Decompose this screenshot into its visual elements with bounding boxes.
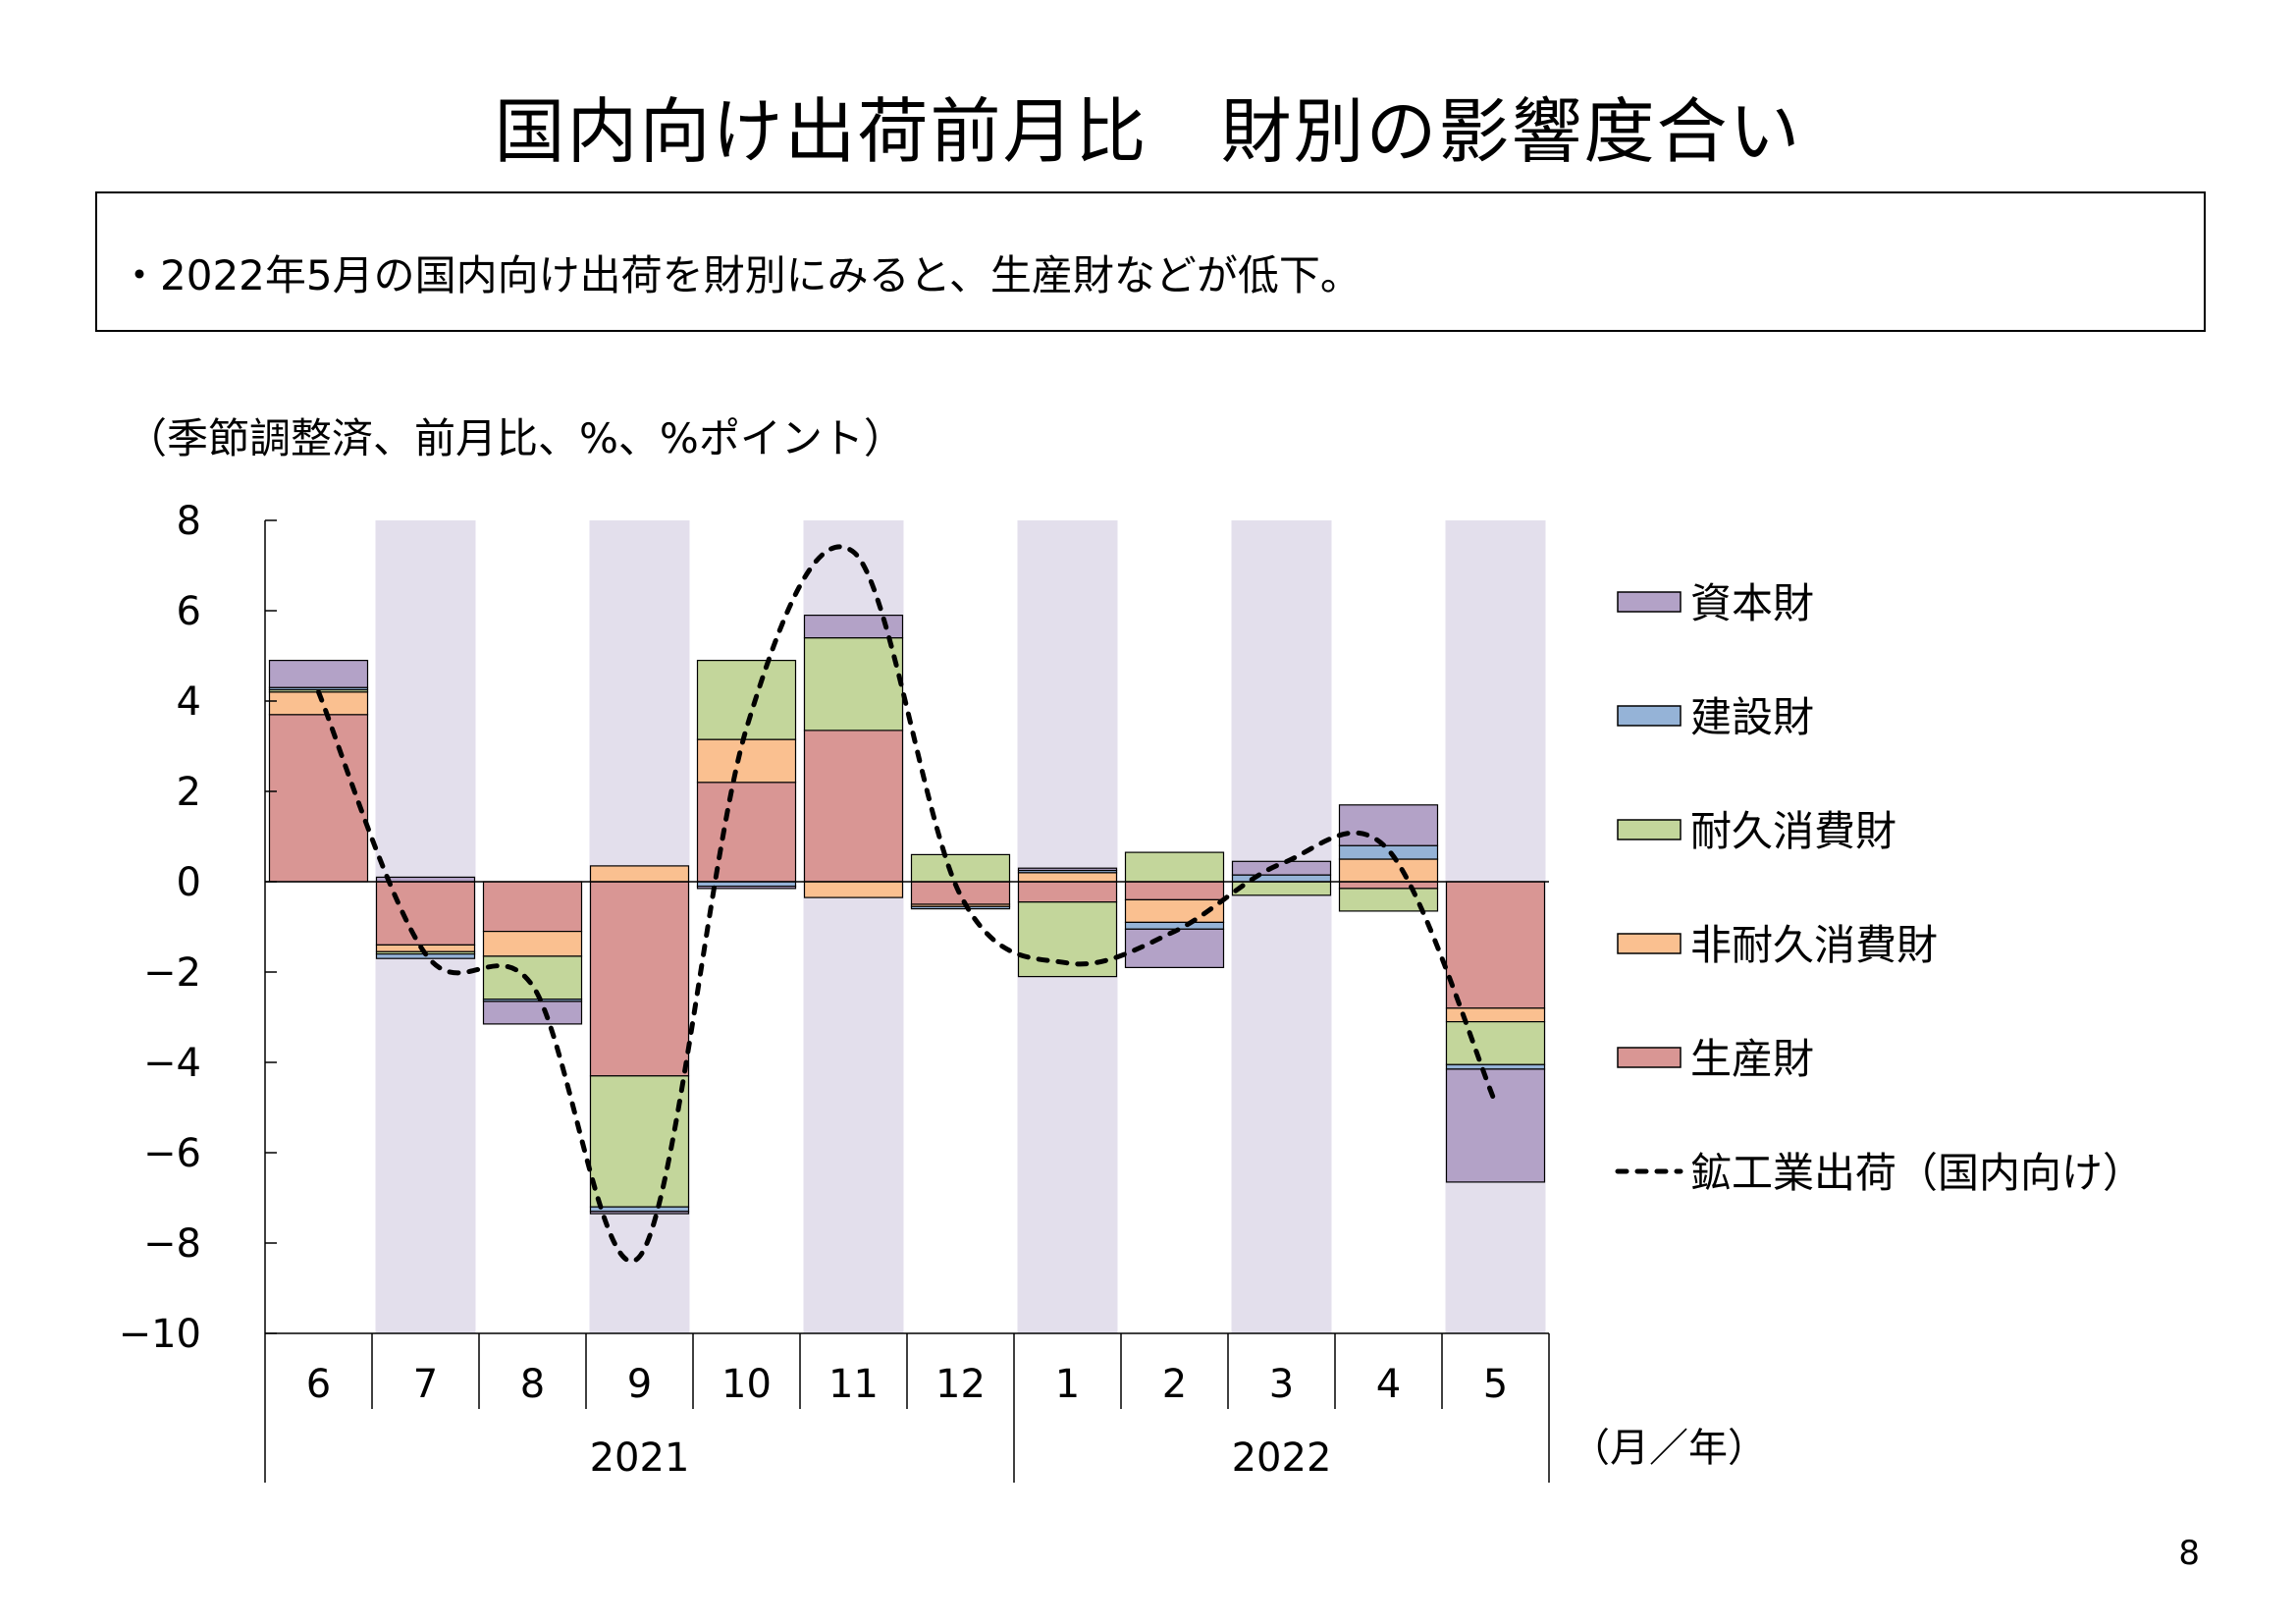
- legend-swatch-2: [1617, 819, 1682, 840]
- shade-band-3: [1231, 520, 1332, 1333]
- x-axis-unit-label: （月／年）: [1571, 1426, 1767, 1471]
- x-tick-label: 2: [1162, 1362, 1187, 1407]
- x-tick-label: 10: [721, 1362, 772, 1407]
- legend-label-3: 非耐久消費財: [1690, 921, 1938, 969]
- y-tick-label: 4: [177, 679, 201, 725]
- page-title: 国内向け出荷前月比 財別の影響度合い: [494, 90, 1802, 173]
- legend-swatch-0: [1617, 591, 1682, 613]
- bar-series3-6: [910, 905, 1011, 910]
- bar-series3-8: [1124, 921, 1225, 930]
- bar-series1-4: [696, 738, 797, 784]
- bar-series3-9: [1231, 874, 1332, 883]
- y-tick-label: −2: [143, 950, 201, 996]
- bar-series1-5: [803, 881, 904, 898]
- bar-series1-2: [482, 930, 583, 957]
- x-tick-label: 8: [520, 1362, 545, 1407]
- bar-series0-2: [482, 881, 583, 933]
- legend-label-4: 生産財: [1690, 1035, 1814, 1083]
- bar-series4-4: [696, 885, 797, 890]
- legend-label-5: 鉱工業出荷（国内向け）: [1690, 1149, 2144, 1197]
- summary-box: ・2022年5月の国内向け出荷を財別にみると、生産財などが低下。: [95, 191, 2206, 332]
- y-tick-label: −6: [143, 1131, 201, 1176]
- bar-series2-2: [482, 955, 583, 1001]
- bar-series4-11: [1445, 1068, 1546, 1183]
- bar-series2-8: [1124, 851, 1225, 883]
- y-tick-label: −4: [143, 1041, 201, 1086]
- y-tick-label: 2: [177, 770, 201, 815]
- legend-label-0: 資本財: [1690, 579, 1814, 627]
- bar-series4-2: [482, 1001, 583, 1025]
- bar-series4-3: [589, 1211, 690, 1215]
- x-tick-label: 5: [1483, 1362, 1508, 1407]
- bar-series0-10: [1338, 881, 1439, 890]
- x-tick-label: 9: [627, 1362, 652, 1407]
- bar-series2-9: [1231, 881, 1332, 896]
- bar-series0-8: [1124, 881, 1225, 900]
- unit-note: （季節調整済、前月比、%、%ポイント）: [126, 414, 905, 462]
- year-label-2021: 2021: [590, 1435, 690, 1481]
- y-tick-label: 8: [177, 499, 201, 544]
- x-tick-label: 12: [935, 1362, 986, 1407]
- bar-series2-11: [1445, 1020, 1546, 1065]
- y-tick-label: −10: [119, 1312, 201, 1357]
- bar-series0-11: [1445, 881, 1546, 1009]
- legend-label-1: 建設財: [1690, 693, 1814, 741]
- bar-series4-10: [1338, 804, 1439, 846]
- line-series-shipments: [316, 544, 1498, 1264]
- bar-series1-7: [1017, 872, 1118, 883]
- y-tick-label: −8: [143, 1221, 201, 1267]
- x-tick-label: 1: [1055, 1362, 1080, 1407]
- bar-series3-11: [1445, 1063, 1546, 1070]
- bar-series1-3: [589, 865, 690, 883]
- y-tick-label: 6: [177, 589, 201, 634]
- summary-text: ・2022年5月の国内向け出荷を財別にみると、生産財などが低下。: [119, 251, 1362, 299]
- bar-series0-1: [375, 881, 476, 947]
- bar-series4-9: [1231, 860, 1332, 876]
- legend-label-2: 耐久消費財: [1690, 807, 1896, 855]
- bar-series0-5: [803, 730, 904, 883]
- bar-series4-0: [268, 659, 369, 688]
- bar-series0-3: [589, 881, 690, 1077]
- page-number: 8: [2178, 1534, 2200, 1573]
- bar-series3-10: [1338, 844, 1439, 860]
- x-tick-label: 4: [1376, 1362, 1401, 1407]
- year-label-2022: 2022: [1232, 1435, 1332, 1481]
- bar-series4-5: [803, 614, 904, 639]
- legend-swatch-4: [1617, 1047, 1682, 1068]
- x-tick-label: 11: [828, 1362, 879, 1407]
- legend-swatch-1: [1617, 705, 1682, 727]
- bar-series3-3: [589, 1206, 690, 1213]
- bar-series0-4: [696, 782, 797, 883]
- bar-series2-5: [803, 636, 904, 731]
- bar-series0-0: [268, 714, 369, 883]
- legend-swatch-3: [1617, 933, 1682, 954]
- bar-series4-7: [1017, 867, 1118, 872]
- x-tick-label: 6: [306, 1362, 331, 1407]
- bar-series0-7: [1017, 881, 1118, 903]
- bar-series2-6: [910, 853, 1011, 883]
- x-tick-label: 7: [413, 1362, 438, 1407]
- bar-series1-10: [1338, 858, 1439, 883]
- x-tick-label: 3: [1269, 1362, 1294, 1407]
- bar-series2-4: [696, 659, 797, 740]
- y-tick-label: 0: [177, 860, 201, 905]
